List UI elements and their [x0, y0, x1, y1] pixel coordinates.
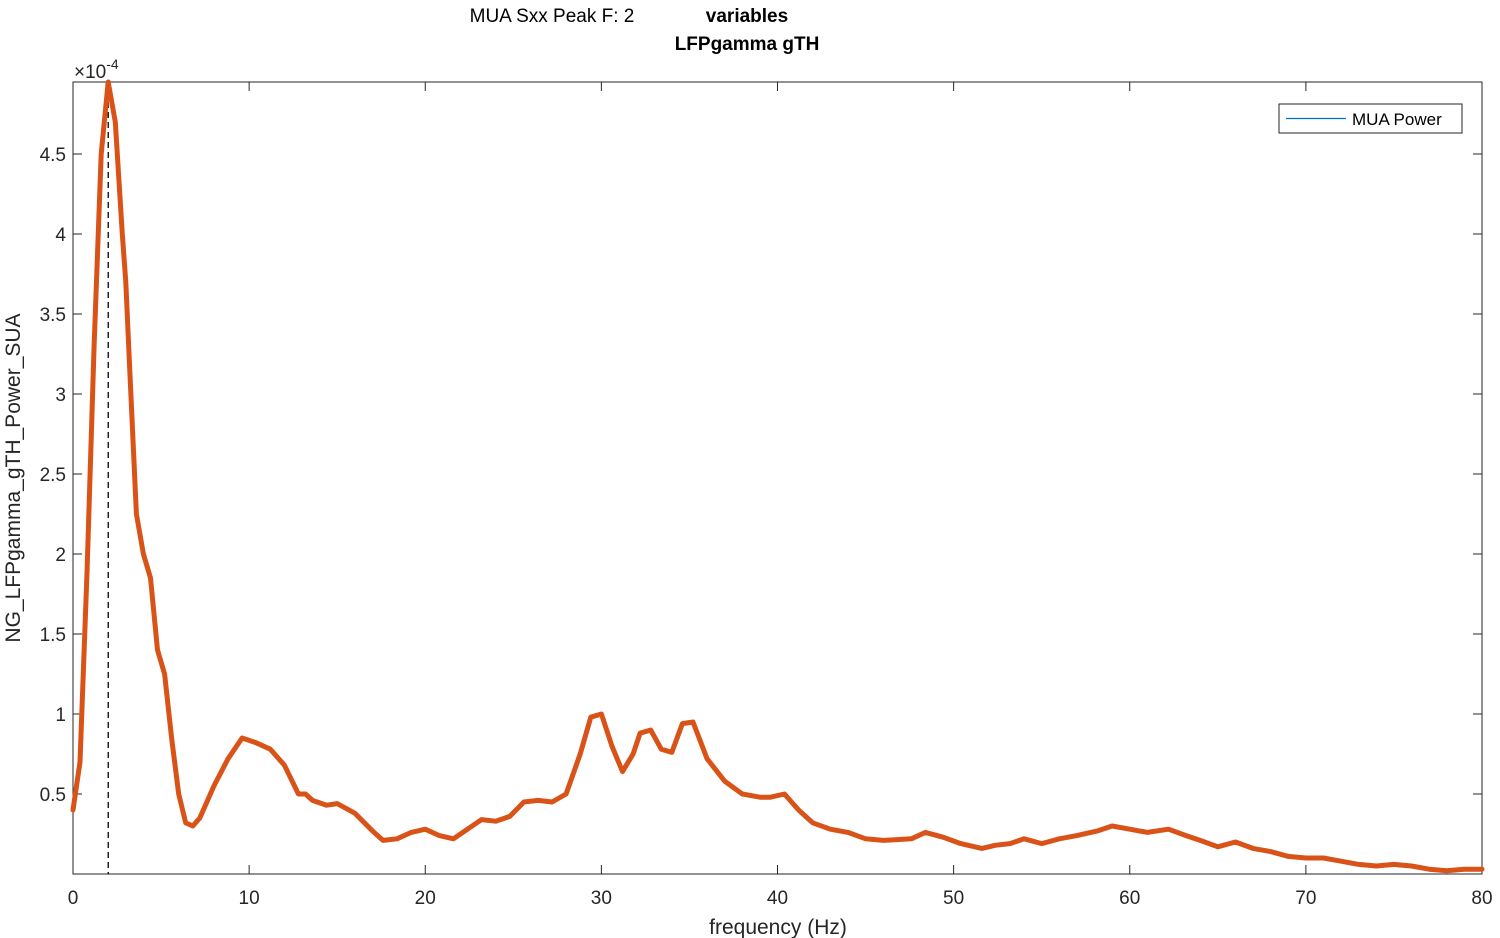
series-line-mua-power [70, 79, 1485, 874]
x-axis-label: frequency (Hz) [709, 916, 847, 938]
x-tick-label: 10 [239, 888, 260, 909]
y-tick-label: 2.5 [40, 465, 66, 486]
x-tick-label: 30 [591, 888, 612, 909]
y-tick-label: 1.5 [40, 625, 66, 646]
legend-label-mua-power: MUA Power [1352, 110, 1442, 129]
y-tick-label: 3 [55, 385, 66, 406]
y-tick-label: 2 [55, 545, 66, 566]
y-tick-label: 4 [55, 225, 66, 246]
x-tick-label: 40 [767, 888, 788, 909]
y-tick-label: 1 [55, 705, 66, 726]
x-tick-label: 80 [1471, 888, 1492, 909]
x-tick-label: 60 [1119, 888, 1140, 909]
chart-title: MUA Sxx Peak F: 2 [470, 6, 635, 27]
y-tick-label: 0.5 [40, 785, 66, 806]
y-tick-label: 4.5 [40, 145, 66, 166]
y-tick-labels: 0.5 1 1.5 2 2.5 3 3.5 4 4.5 [40, 145, 67, 806]
x-tick-label: 70 [1295, 888, 1316, 909]
y-axis-label: NG_LFPgamma_gTH_Power_SUA [2, 313, 25, 642]
plot-area [72, 81, 1483, 875]
x-tick-labels: 0 10 20 30 40 50 60 70 80 [68, 888, 1493, 909]
x-tick-label: 20 [415, 888, 436, 909]
y-exponent-power: -4 [106, 56, 119, 72]
chart-title-right-line1: variables [706, 6, 788, 27]
axis-ticks [72, 82, 1483, 874]
x-tick-label: 0 [68, 888, 79, 909]
legend: MUA Power [1278, 103, 1463, 134]
x-tick-label: 50 [943, 888, 964, 909]
y-exponent-label: ×10-4 [74, 56, 119, 83]
y-exponent-base: ×10 [74, 62, 106, 83]
chart-title-right-line2: LFPgamma gTH [675, 34, 820, 55]
y-tick-label: 3.5 [40, 305, 66, 326]
